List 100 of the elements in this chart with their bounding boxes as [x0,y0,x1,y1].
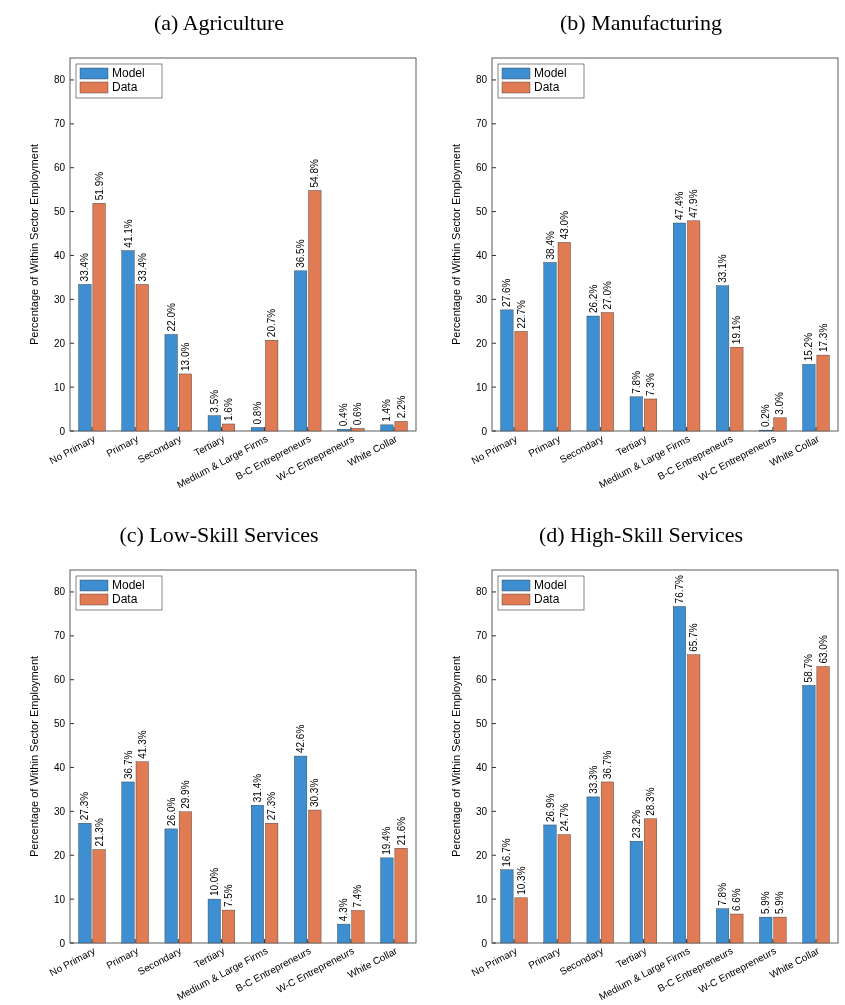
data-label: 7.5% [223,884,235,908]
data-label: 26.2% [587,284,599,314]
data-label: 28.3% [645,787,657,816]
y-tick-label: 40 [475,761,488,773]
y-tick-label: 50 [53,206,66,218]
data-label: 7.8% [717,882,729,906]
data-label: 22.0% [165,303,177,332]
data-label: 38.4% [544,231,556,260]
y-tick-label: 20 [475,337,488,349]
y-tick-label: 60 [53,162,66,174]
data-label: 27.3% [79,791,91,821]
data-label: 26.0% [165,797,177,826]
data-label: 21.3% [93,818,105,847]
data-label: 16.7% [501,838,513,867]
y-tick-label: 40 [475,249,488,261]
data-label: 33.4% [136,252,148,282]
y-tick-label: 40 [53,249,66,261]
data-label: 22.7% [515,299,527,329]
y-axis-title: Percentage of Within Sector Employment [28,655,40,858]
data-label: 24.7% [558,803,570,832]
y-tick-label: 70 [53,630,66,642]
data-label: 0.2% [760,404,772,428]
legend-label: Model [534,578,567,592]
chart-title: (b) Manufacturing [560,10,722,35]
y-tick-label: 10 [475,893,488,905]
data-label: 21.6% [395,816,407,846]
y-tick-label: 50 [53,718,66,730]
data-label: 58.7% [803,653,815,683]
data-label: 10.3% [515,866,527,895]
y-tick-label: 0 [59,937,66,949]
y-tick-label: 50 [475,206,488,218]
data-label: 41.3% [136,730,148,759]
data-label: 51.9% [93,171,105,201]
data-label: 0.4% [338,403,350,427]
data-label: 4.3% [338,898,350,922]
data-label: 20.7% [266,308,278,338]
y-tick-label: 80 [53,74,66,86]
y-tick-label: 20 [53,849,66,861]
y-tick-label: 80 [475,586,488,598]
data-label: 33.4% [79,252,91,282]
data-label: 43.0% [558,210,570,240]
data-label: 27.0% [601,281,613,310]
legend-label: Model [112,578,145,592]
legend-label: Data [534,592,560,606]
data-label: 3.5% [208,389,220,413]
y-tick-label: 60 [475,162,488,174]
data-label: 41.1% [122,219,134,248]
data-label: 36.7% [122,750,134,779]
data-label: 3.0% [774,391,786,415]
data-label: 27.3% [266,791,278,821]
data-label: 7.4% [352,884,364,908]
y-tick-label: 10 [53,893,66,905]
y-tick-label: 60 [475,674,488,686]
data-label: 76.7% [673,574,685,604]
y-tick-label: 30 [53,293,66,305]
data-label: 33.3% [587,765,599,794]
data-label: 27.6% [501,278,513,307]
data-label: 19.1% [731,315,743,345]
y-tick-label: 0 [59,425,66,437]
data-label: 26.9% [544,793,556,822]
data-label: 47.9% [688,189,700,218]
data-label: 19.4% [381,826,393,855]
data-label: 17.3% [817,323,829,353]
data-label: 42.6% [295,724,307,754]
y-tick-label: 20 [475,849,488,861]
data-label: 1.4% [381,398,393,422]
y-tick-label: 80 [53,586,66,598]
legend-label: Data [112,80,138,94]
y-axis-title: Percentage of Within Sector Employment [28,143,40,346]
legend-label: Data [534,80,560,94]
data-label: 29.9% [179,780,191,809]
y-tick-label: 0 [481,425,488,437]
data-label: 23.2% [630,809,642,839]
y-tick-label: 70 [475,630,488,642]
legend-label: Model [534,66,567,80]
y-tick-label: 30 [475,805,488,817]
data-label: 63.0% [817,635,829,664]
y-tick-label: 20 [53,337,66,349]
y-tick-label: 30 [53,805,66,817]
legend-label: Data [112,592,138,606]
data-label: 10.0% [208,867,220,897]
data-label: 7.8% [630,370,642,394]
y-tick-label: 80 [475,74,488,86]
data-label: 2.2% [395,395,407,419]
legend-label: Model [112,66,145,80]
y-tick-label: 10 [475,381,488,393]
y-axis-title: Percentage of Within Sector Employment [450,143,462,346]
data-label: 36.5% [295,239,307,268]
data-label: 30.3% [309,778,321,808]
data-label: 31.4% [251,773,263,803]
y-tick-label: 60 [53,674,66,686]
data-label: 36.7% [601,750,613,779]
y-tick-label: 70 [53,118,66,130]
data-label: 54.8% [309,159,321,188]
y-tick-label: 30 [475,293,488,305]
chart-title: (a) Agriculture [153,10,285,35]
data-label: 1.6% [223,398,235,421]
y-tick-label: 40 [53,761,66,773]
data-label: 7.3% [645,373,657,396]
chart-title: (c) Low-Skill Services [119,522,319,547]
